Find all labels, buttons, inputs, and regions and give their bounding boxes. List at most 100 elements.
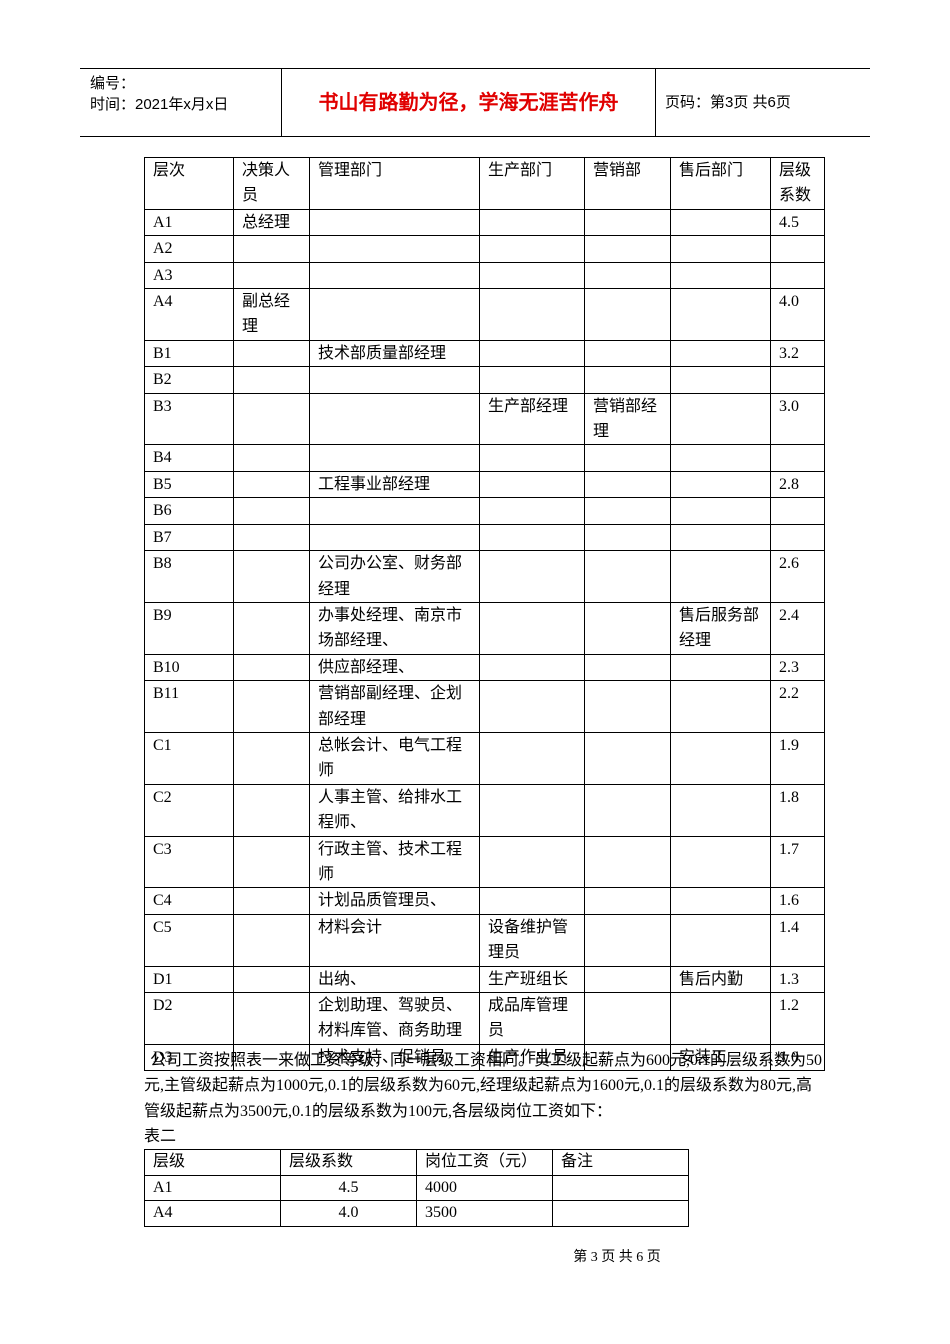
- table-cell: 总经理: [233, 208, 310, 237]
- table-cell: [584, 601, 671, 655]
- table-cell: [670, 497, 771, 525]
- table-cell: 1.6: [770, 887, 825, 915]
- table-cell: 生产部门: [479, 157, 585, 210]
- table-cell: B3: [144, 392, 234, 446]
- table-cell: [479, 550, 585, 603]
- number-label: 编号：: [90, 75, 136, 92]
- table-cell: [670, 680, 771, 733]
- table-cell: 设备维护管理员: [479, 913, 585, 967]
- table-cell: [479, 261, 585, 290]
- table-cell: 生产班组长: [479, 965, 585, 994]
- table-cell: [479, 653, 585, 682]
- table-cell: 计划品质管理员、: [309, 887, 480, 915]
- table-cell: [670, 653, 771, 682]
- table-cell: [670, 392, 771, 446]
- table-cell: 4.5: [770, 208, 825, 237]
- page-header: 编号： 时间：2021年x月x日 书山有路勤为径，学海无涯苦作舟 页码：第3页 …: [80, 68, 870, 137]
- table-cell: 3.0: [770, 392, 825, 446]
- table-row: A1 4.5 4000: [144, 1174, 689, 1201]
- table-cell: [670, 913, 771, 967]
- table-cell: 1.4: [770, 913, 825, 967]
- table-row: D1 出纳、 生产班组长 售后内勤 1.3: [144, 965, 825, 994]
- table-cell: 4.5: [280, 1174, 417, 1201]
- table-cell: [479, 497, 585, 525]
- table-cell: 1.7: [770, 835, 825, 889]
- table-cell: B2: [144, 366, 234, 394]
- table-cell: 1.2: [770, 992, 825, 1045]
- table-cell: 1.3: [770, 965, 825, 994]
- table-cell: [670, 731, 771, 785]
- table-cell: [479, 366, 585, 394]
- table-cell: [309, 235, 480, 263]
- table-cell: 公司办公室、财务部经理: [309, 550, 480, 603]
- table-cell: [552, 1200, 689, 1227]
- table-cell: B4: [144, 444, 234, 472]
- table-cell: 办事处经理、南京市场部经理、: [309, 601, 480, 655]
- table-cell: 工程事业部经理: [309, 470, 480, 499]
- table-cell: [233, 1043, 310, 1072]
- table-cell: [233, 366, 310, 394]
- table-cell: D2: [144, 992, 234, 1045]
- table-cell: [584, 653, 671, 682]
- table-cell: [233, 887, 310, 915]
- table-cell: [479, 680, 585, 733]
- table-cell: 2.2: [770, 680, 825, 733]
- table-cell: [670, 339, 771, 368]
- table-row: B4: [144, 444, 825, 472]
- table-row: B10 供应部经理、 2.3: [144, 653, 825, 682]
- table-cell: [479, 887, 585, 915]
- table-cell: [479, 208, 585, 237]
- table-cell: 材料会计: [309, 913, 480, 967]
- table-cell: 管理部门: [309, 157, 480, 210]
- table-cell: [233, 835, 310, 889]
- table-row: B3 生产部经理 营销部经理 3.0: [144, 392, 825, 446]
- table-cell: A1: [144, 1174, 281, 1201]
- table-cell: 安装工: [670, 1043, 771, 1072]
- table-cell: [233, 523, 310, 552]
- table-cell: [584, 444, 671, 472]
- table-cell: [233, 392, 310, 446]
- table-cell: [309, 288, 480, 341]
- table-cell: [233, 653, 310, 682]
- table-cell: C5: [144, 913, 234, 967]
- table-cell: 成品库管理员: [479, 992, 585, 1045]
- table-cell: 1.8: [770, 783, 825, 837]
- page-label: 页码：第3页 共6页: [665, 94, 791, 111]
- table-cell: [309, 261, 480, 290]
- table-cell: [309, 392, 480, 446]
- table-cell: [670, 444, 771, 472]
- table-cell: [584, 339, 671, 368]
- table-cell: [309, 444, 480, 472]
- table-cell: 企划助理、驾驶员、材料库管、商务助理: [309, 992, 480, 1045]
- table-cell: [670, 887, 771, 915]
- table-cell: 副总经理: [233, 288, 310, 341]
- table-cell: [233, 783, 310, 837]
- table-cell: A4: [144, 288, 234, 341]
- table-row: B8 公司办公室、财务部经理 2.6: [144, 550, 825, 603]
- table-cell: C3: [144, 835, 234, 889]
- table-cell: A4: [144, 1200, 281, 1227]
- table-row: B11 营销部副经理、企划部经理 2.2: [144, 680, 825, 733]
- table-cell: 供应部经理、: [309, 653, 480, 682]
- table-cell: 层级系数: [770, 157, 825, 210]
- table-cell: [233, 731, 310, 785]
- table-cell: [479, 339, 585, 368]
- table-cell: B11: [144, 680, 234, 733]
- table-row: B7: [144, 523, 825, 552]
- table-cell: D3: [144, 1043, 234, 1072]
- time-label: 时间：2021年x月x日: [90, 96, 229, 113]
- table-row: A4 4.0 3500: [144, 1200, 689, 1227]
- table-cell: D1: [144, 965, 234, 994]
- table-row: C5 材料会计 设备维护管理员 1.4: [144, 913, 825, 967]
- table-cell: 决策人员: [233, 157, 310, 210]
- table-cell: B9: [144, 601, 234, 655]
- table-cell: [479, 288, 585, 341]
- table-cell: 人事主管、给排水工程师、: [309, 783, 480, 837]
- table-cell: 2.4: [770, 601, 825, 655]
- table-cell: [233, 965, 310, 994]
- table-caption: 表二: [144, 1128, 177, 1145]
- table-cell: [584, 366, 671, 394]
- table-cell: 生产作业员: [479, 1043, 585, 1072]
- table-cell: [233, 680, 310, 733]
- table-cell: [670, 288, 771, 341]
